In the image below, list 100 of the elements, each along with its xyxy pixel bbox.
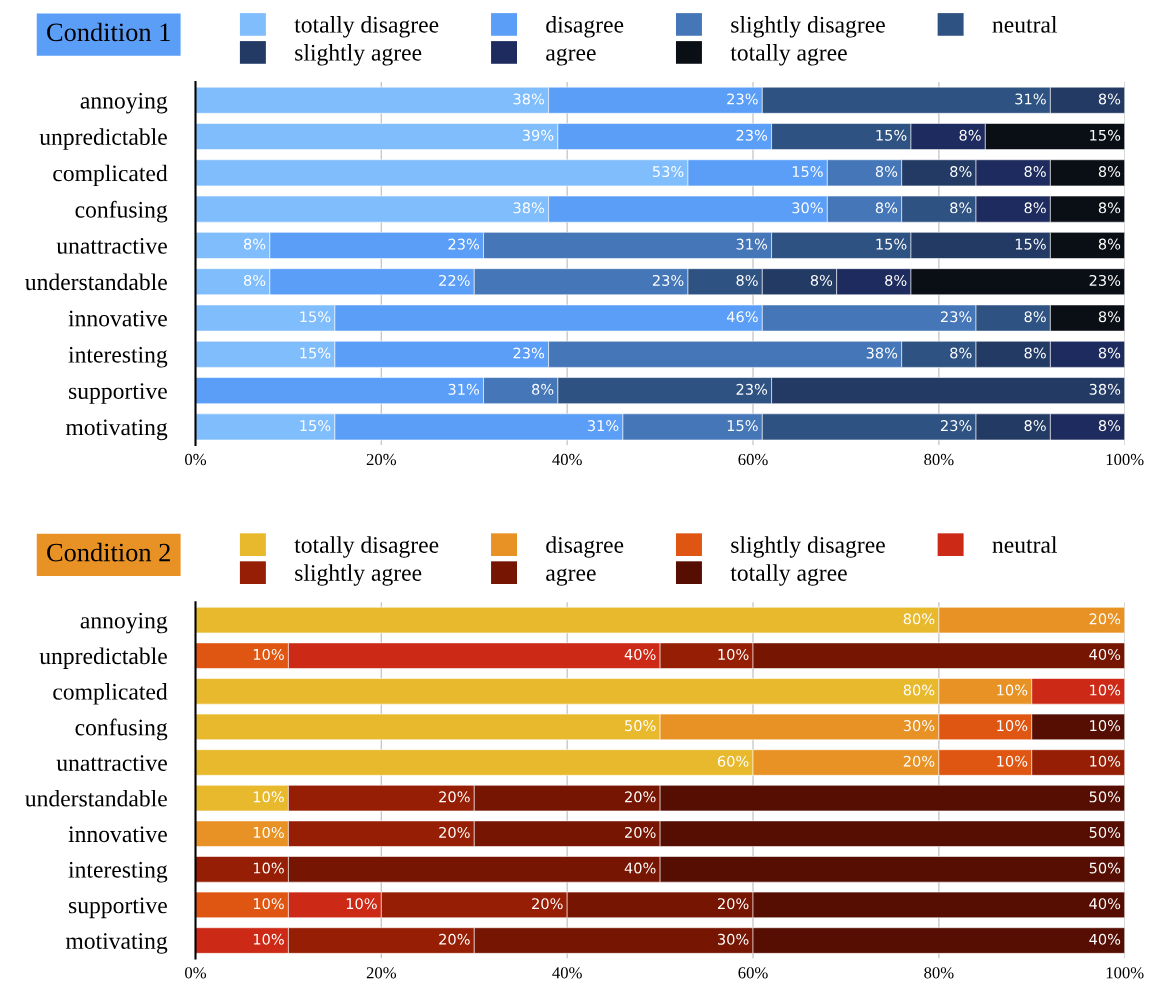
data-label: 10% <box>253 791 284 803</box>
data-label: 8% <box>810 274 833 286</box>
data-label: 8% <box>1098 93 1121 105</box>
data-label: 10% <box>1090 684 1121 696</box>
y-tick-label: unattractive <box>56 237 167 254</box>
data-label: 10% <box>253 898 284 910</box>
x-tick-label: 40% <box>552 967 582 979</box>
data-label: 20% <box>532 898 563 910</box>
y-tick-label: interesting <box>68 346 168 368</box>
data-label: 8% <box>1098 202 1121 214</box>
data-label: 15% <box>876 129 907 141</box>
data-label: 50% <box>1089 791 1121 803</box>
data-label: 80% <box>903 684 935 696</box>
data-label: 50% <box>1089 862 1121 874</box>
y-tick-label: complicated <box>53 683 168 705</box>
data-label: 10% <box>253 933 284 945</box>
data-label: 23% <box>1089 274 1121 286</box>
data-label: 15% <box>300 420 331 432</box>
data-label: 15% <box>727 420 758 432</box>
y-tick-label: supportive <box>69 383 167 404</box>
x-tick-label: 20% <box>366 453 397 466</box>
data-label: 23% <box>736 383 768 395</box>
y-tick-label: supportive <box>69 897 167 919</box>
data-label: 20% <box>625 791 656 803</box>
x-tick-label: 60% <box>738 453 768 466</box>
data-label: 23% <box>727 93 758 105</box>
chart-title: Condition 2 <box>47 542 170 562</box>
data-label: 53% <box>652 166 684 178</box>
data-label: 8% <box>1098 347 1121 359</box>
data-label: 10% <box>253 648 284 660</box>
data-label: 80% <box>903 613 935 625</box>
x-tick-label: 80% <box>924 453 954 466</box>
y-tick-label: annoying <box>80 612 168 634</box>
data-label: 38% <box>1089 383 1121 395</box>
legend-label: slightly agree <box>295 44 422 66</box>
data-label: 8% <box>1024 311 1046 323</box>
legend-label: disagree <box>546 536 624 558</box>
data-label: 30% <box>792 202 823 214</box>
data-label: 8% <box>1024 347 1046 359</box>
data-label: 40% <box>1089 933 1121 945</box>
legend-label: slightly agree <box>295 564 422 586</box>
data-label: 10% <box>718 648 749 660</box>
data-label: 20% <box>439 933 470 945</box>
data-label: 10% <box>1090 720 1121 732</box>
y-tick-label: annoying <box>80 92 168 114</box>
data-label: 20% <box>903 755 935 767</box>
data-label: 23% <box>736 129 768 141</box>
data-label: 15% <box>300 311 331 323</box>
data-label: 38% <box>513 202 545 214</box>
x-tick-label: 20% <box>366 967 397 979</box>
y-tick-label: innovative <box>68 826 167 843</box>
legend-label: agree <box>546 568 596 586</box>
data-label: 20% <box>1089 613 1121 625</box>
data-label: 10% <box>997 720 1028 732</box>
y-tick-label: motivating <box>65 419 168 441</box>
data-label: 10% <box>253 862 284 874</box>
data-label: 31% <box>587 420 619 432</box>
data-label: 15% <box>300 347 331 359</box>
legend-label: slightly disagree <box>731 536 885 558</box>
data-label: 30% <box>903 720 935 732</box>
data-label: 8% <box>1098 311 1121 323</box>
legend-label: totally disagree <box>294 16 439 38</box>
legend-label: disagree <box>546 16 624 38</box>
data-label: 50% <box>1089 826 1121 838</box>
data-label: 15% <box>1090 129 1121 141</box>
y-tick-label: confusing <box>75 718 168 741</box>
data-label: 38% <box>866 347 898 359</box>
x-tick-label: 100% <box>1106 967 1144 979</box>
data-label: 8% <box>1098 420 1121 432</box>
data-label: 8% <box>532 383 554 395</box>
legend-label: neutral <box>992 16 1058 33</box>
data-label: 8% <box>243 274 266 286</box>
data-label: 23% <box>513 347 545 359</box>
y-tick-label: interesting <box>68 861 168 883</box>
x-tick-label: 80% <box>924 967 954 979</box>
data-label: 8% <box>885 274 907 286</box>
y-tick-label: unattractive <box>56 755 167 771</box>
y-tick-label: unpredictable <box>39 128 167 150</box>
data-label: 8% <box>1098 238 1121 250</box>
data-label: 8% <box>950 347 972 359</box>
data-label: 8% <box>875 202 898 214</box>
data-label: 60% <box>717 755 749 767</box>
x-tick-label: 40% <box>552 453 582 466</box>
x-tick-label: 60% <box>738 967 768 979</box>
data-label: 8% <box>736 274 758 286</box>
y-tick-label: understandable <box>25 789 167 807</box>
data-label: 20% <box>625 826 656 838</box>
data-label: 8% <box>1024 202 1046 214</box>
data-label: 10% <box>253 826 284 838</box>
data-label: 8% <box>243 238 266 250</box>
data-label: 8% <box>1024 166 1046 178</box>
data-label: 8% <box>875 166 898 178</box>
data-label: 10% <box>997 755 1028 767</box>
legend-label: totally agree <box>730 44 847 66</box>
data-label: 50% <box>625 720 656 732</box>
data-label: 20% <box>439 791 470 803</box>
data-label: 40% <box>624 648 656 660</box>
data-label: 10% <box>1090 755 1121 767</box>
data-label: 31% <box>448 383 480 395</box>
data-label: 20% <box>439 826 470 838</box>
